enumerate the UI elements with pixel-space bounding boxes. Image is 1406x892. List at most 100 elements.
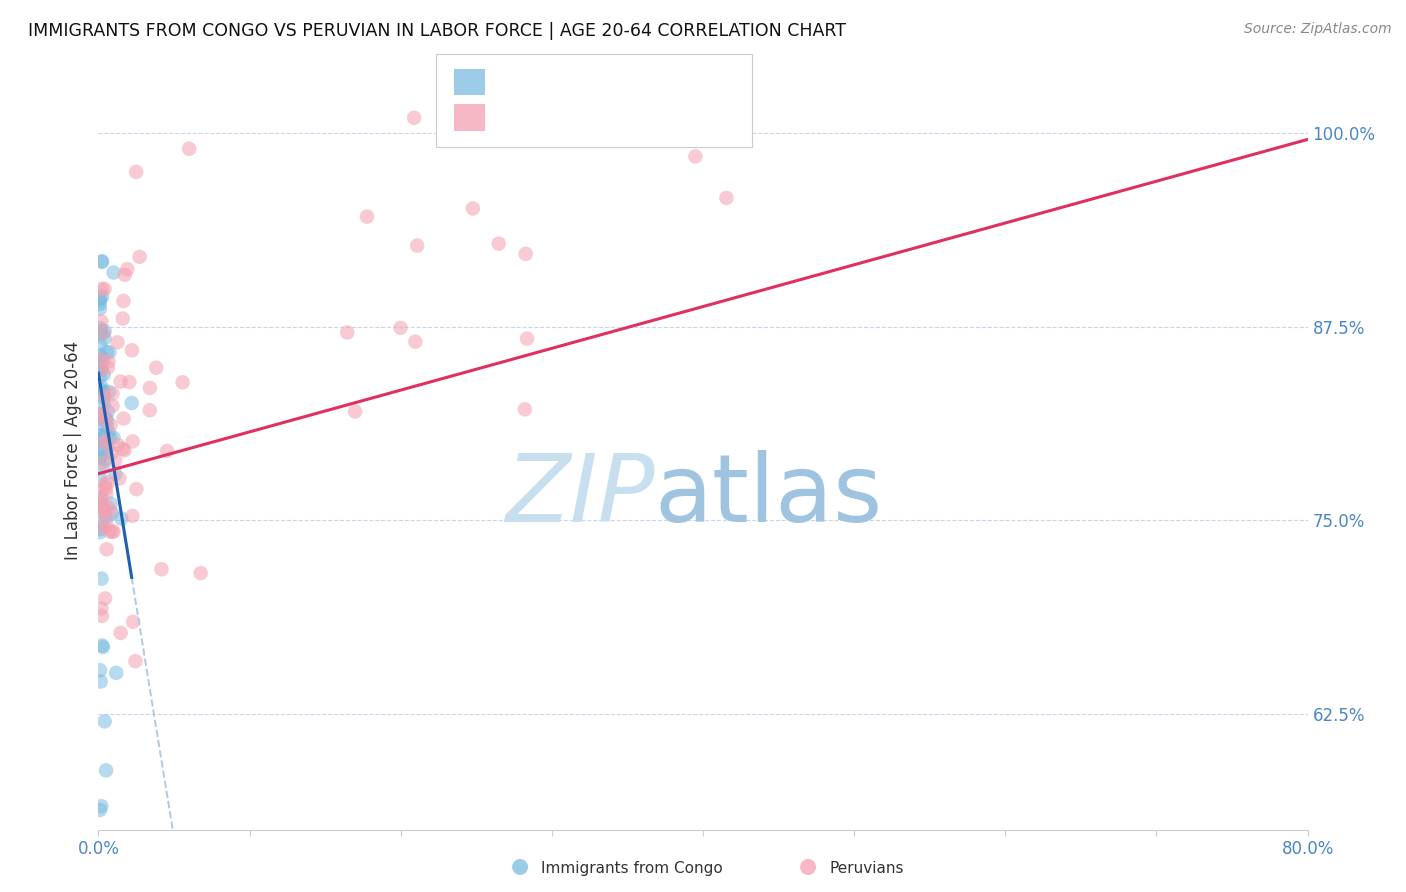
Point xyxy=(96,500,118,514)
Text: ●: ● xyxy=(512,856,529,876)
Point xyxy=(97,404,120,418)
Point xyxy=(91,446,114,460)
Point xyxy=(90,674,112,689)
Point xyxy=(90,601,112,615)
Point xyxy=(179,142,201,156)
Point xyxy=(90,363,112,377)
Point xyxy=(101,506,124,520)
Point xyxy=(145,360,167,375)
Point xyxy=(89,433,111,447)
Point xyxy=(89,351,111,365)
Point xyxy=(121,343,143,358)
Point xyxy=(97,441,120,455)
Point xyxy=(89,450,111,465)
Point xyxy=(93,714,115,729)
Point xyxy=(96,518,118,533)
Point xyxy=(107,438,129,452)
Point xyxy=(91,639,114,653)
Text: 86: 86 xyxy=(661,107,683,125)
Point xyxy=(89,663,111,677)
Point xyxy=(94,482,117,496)
Point xyxy=(91,353,114,368)
Point xyxy=(389,320,412,334)
Point xyxy=(89,522,111,536)
Point xyxy=(96,345,118,359)
Point xyxy=(138,403,160,417)
Point xyxy=(112,411,135,425)
Point xyxy=(91,640,114,654)
Point xyxy=(90,314,112,328)
Point xyxy=(90,282,112,296)
Point xyxy=(100,497,122,511)
Point xyxy=(96,486,118,500)
Point xyxy=(97,384,120,399)
Text: 79: 79 xyxy=(661,70,683,87)
Point xyxy=(121,396,143,410)
Point xyxy=(344,404,367,418)
Point xyxy=(89,297,111,311)
Point xyxy=(112,293,135,308)
Point xyxy=(98,345,121,359)
Text: 0.349: 0.349 xyxy=(538,107,591,125)
Point xyxy=(110,626,132,640)
Point xyxy=(108,471,131,485)
Point xyxy=(139,381,162,395)
Text: atlas: atlas xyxy=(655,450,883,542)
Point xyxy=(89,336,111,351)
Point xyxy=(89,409,111,423)
Point xyxy=(100,446,122,460)
Point xyxy=(103,431,125,445)
Point xyxy=(89,348,111,362)
Point xyxy=(94,591,117,606)
Point xyxy=(90,432,112,446)
Point xyxy=(114,268,136,282)
Point xyxy=(91,435,114,450)
Point xyxy=(105,665,128,680)
Point xyxy=(90,799,112,814)
Point xyxy=(94,427,117,442)
Point xyxy=(90,491,112,505)
Point xyxy=(404,111,426,125)
Point xyxy=(96,434,118,448)
Text: Source: ZipAtlas.com: Source: ZipAtlas.com xyxy=(1244,22,1392,37)
Point xyxy=(90,254,112,268)
Point xyxy=(90,483,112,498)
Point xyxy=(104,453,127,467)
Point xyxy=(93,331,115,345)
Point xyxy=(89,525,111,540)
Point xyxy=(91,391,114,405)
Point xyxy=(97,425,120,440)
Point xyxy=(93,506,115,520)
Point xyxy=(90,352,112,367)
Text: R =: R = xyxy=(496,107,541,125)
Point xyxy=(90,360,112,375)
Point xyxy=(128,250,150,264)
Point xyxy=(121,508,143,523)
Text: IMMIGRANTS FROM CONGO VS PERUVIAN IN LABOR FORCE | AGE 20-64 CORRELATION CHART: IMMIGRANTS FROM CONGO VS PERUVIAN IN LAB… xyxy=(28,22,846,40)
Point xyxy=(94,452,117,467)
Point xyxy=(89,326,111,340)
Point xyxy=(651,111,673,125)
Point xyxy=(90,442,112,456)
Point xyxy=(100,418,122,433)
Point xyxy=(124,654,146,668)
Point xyxy=(90,572,112,586)
Point xyxy=(150,562,173,576)
Point xyxy=(89,369,111,384)
Point xyxy=(356,210,378,224)
Point xyxy=(122,615,145,629)
Point xyxy=(114,443,136,458)
Point xyxy=(91,386,114,401)
Point xyxy=(110,511,132,525)
Point xyxy=(488,236,510,251)
Point xyxy=(101,399,124,413)
Point xyxy=(93,368,115,382)
Point xyxy=(89,412,111,426)
Point xyxy=(107,335,129,350)
Point xyxy=(91,384,114,398)
Text: ZIP: ZIP xyxy=(505,450,655,541)
Point xyxy=(90,324,112,338)
Point xyxy=(104,467,127,481)
Point xyxy=(90,363,112,377)
Point xyxy=(89,383,111,397)
